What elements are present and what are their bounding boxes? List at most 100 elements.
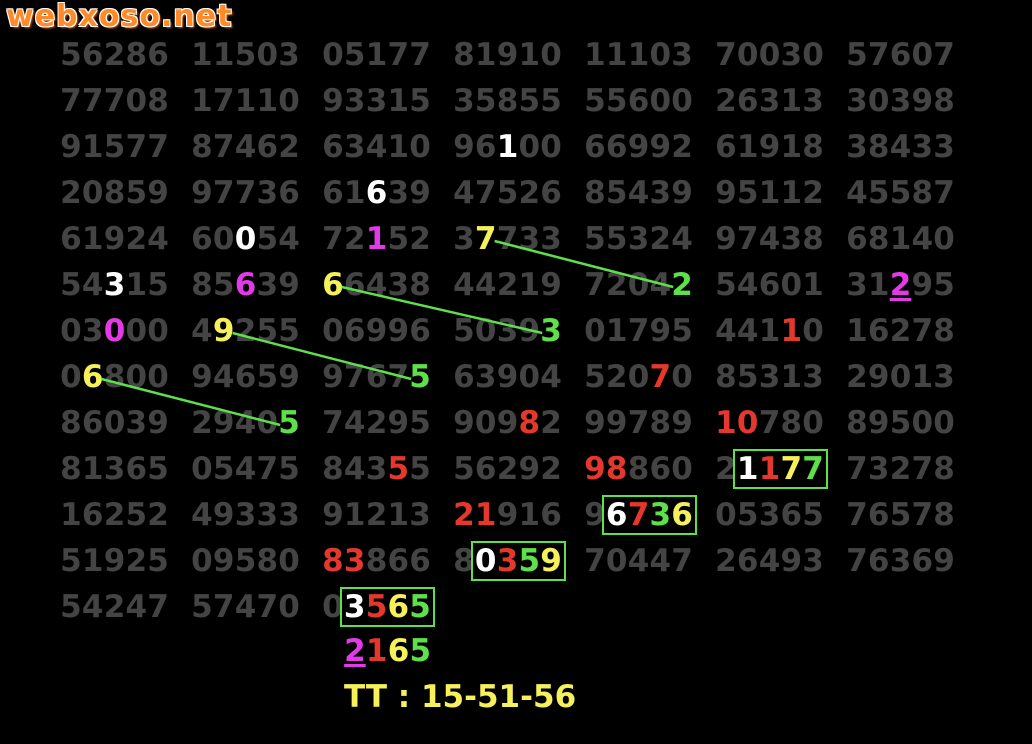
highlighted-digit: 3 <box>343 589 366 625</box>
digit: 2 <box>715 83 737 119</box>
digit: 4 <box>715 313 737 349</box>
digit: 7 <box>933 37 955 73</box>
grid-number: 06800 <box>60 359 169 395</box>
highlighted-digit: 3 <box>540 313 562 349</box>
digit: 1 <box>234 83 257 119</box>
grid-number: 20859 <box>60 175 169 211</box>
digit: 3 <box>278 497 300 533</box>
grid-number: 54247 <box>60 589 169 625</box>
digit: 5 <box>125 497 148 533</box>
digit: 3 <box>256 497 279 533</box>
digit: 7 <box>671 543 693 579</box>
digit: 9 <box>278 359 300 395</box>
digit: 4 <box>736 313 759 349</box>
digit: 2 <box>125 221 148 257</box>
digit: 1 <box>802 267 824 303</box>
digit: 0 <box>256 405 279 441</box>
grid-number: 26493 <box>715 543 824 579</box>
grid-number: 11103 <box>584 37 693 73</box>
digit: 0 <box>933 405 955 441</box>
grid-number: 85639 <box>191 267 300 303</box>
digit: 3 <box>846 83 868 119</box>
tt-result: TT : 15-51-56 <box>344 679 577 715</box>
digit: 1 <box>780 129 803 165</box>
grid-number: 55600 <box>584 83 693 119</box>
digit: 5 <box>715 267 737 303</box>
digit: 9 <box>584 497 606 533</box>
grid-number: 96100 <box>453 129 562 165</box>
digit: 8 <box>60 405 82 441</box>
digit: 6 <box>867 543 890 579</box>
highlighted-digit: 9 <box>540 543 562 579</box>
digit: 1 <box>256 83 279 119</box>
highlighted-digit: 0 <box>234 221 257 257</box>
digit: 0 <box>322 37 344 73</box>
digit: 5 <box>212 451 235 487</box>
grid-number: 72152 <box>322 221 431 257</box>
digit: 4 <box>234 129 257 165</box>
grid-number: 85439 <box>584 175 693 211</box>
digit: 7 <box>322 405 344 441</box>
digit: 0 <box>736 37 759 73</box>
digit: 7 <box>846 451 868 487</box>
digit: 9 <box>584 405 606 441</box>
digit: 9 <box>453 405 475 441</box>
digit: 5 <box>103 129 126 165</box>
digit: 5 <box>147 543 169 579</box>
result-digit: 6 <box>387 633 410 669</box>
digit: 6 <box>867 497 890 533</box>
digit: 6 <box>81 405 104 441</box>
digit: 6 <box>256 129 279 165</box>
highlighted-digit: 2 <box>453 497 475 533</box>
result-digit: 1 <box>365 633 388 669</box>
grid-number: 96736 <box>584 497 693 533</box>
digit: 4 <box>846 175 868 211</box>
link-line <box>341 285 543 335</box>
grid-number: 61924 <box>60 221 169 257</box>
digit: 9 <box>715 175 737 211</box>
digit: 6 <box>387 543 410 579</box>
grid-number: 91577 <box>60 129 169 165</box>
digit: 1 <box>387 129 410 165</box>
digit: 3 <box>889 83 912 119</box>
digit: 3 <box>343 129 366 165</box>
digit: 3 <box>780 37 803 73</box>
digit: 9 <box>191 175 213 211</box>
digit: 6 <box>322 175 344 211</box>
digit: 9 <box>911 267 934 303</box>
digit: 6 <box>627 83 650 119</box>
grid-number: 50393 <box>453 313 562 349</box>
digit: 5 <box>191 589 213 625</box>
digit: 3 <box>103 451 126 487</box>
highlighted-digit: 6 <box>605 497 628 533</box>
digit: 8 <box>933 497 955 533</box>
grid-number: 76578 <box>846 497 955 533</box>
digit: 8 <box>125 37 148 73</box>
digit: 2 <box>60 175 82 211</box>
grid-number: 95112 <box>715 175 824 211</box>
grid-number: 26313 <box>715 83 824 119</box>
digit: 4 <box>343 451 366 487</box>
digit: 7 <box>627 405 650 441</box>
digit: 5 <box>518 83 541 119</box>
grid-number: 93315 <box>322 83 431 119</box>
digit: 9 <box>496 37 519 73</box>
digit: 2 <box>147 497 169 533</box>
digit: 0 <box>125 83 148 119</box>
digit: 7 <box>147 589 169 625</box>
digit: 8 <box>322 451 344 487</box>
digit: 9 <box>758 129 781 165</box>
digit: 0 <box>605 543 628 579</box>
grid-number: 05475 <box>191 451 300 487</box>
digit: 2 <box>715 451 737 487</box>
grid-number: 51925 <box>60 543 169 579</box>
digit: 5 <box>889 175 912 211</box>
digit: 6 <box>409 543 431 579</box>
digit: 9 <box>453 129 475 165</box>
digit: 7 <box>322 221 344 257</box>
digit: 4 <box>889 129 912 165</box>
digit: 5 <box>736 175 759 211</box>
digit: 2 <box>125 543 148 579</box>
digit: 5 <box>256 359 279 395</box>
digit: 4 <box>212 359 235 395</box>
